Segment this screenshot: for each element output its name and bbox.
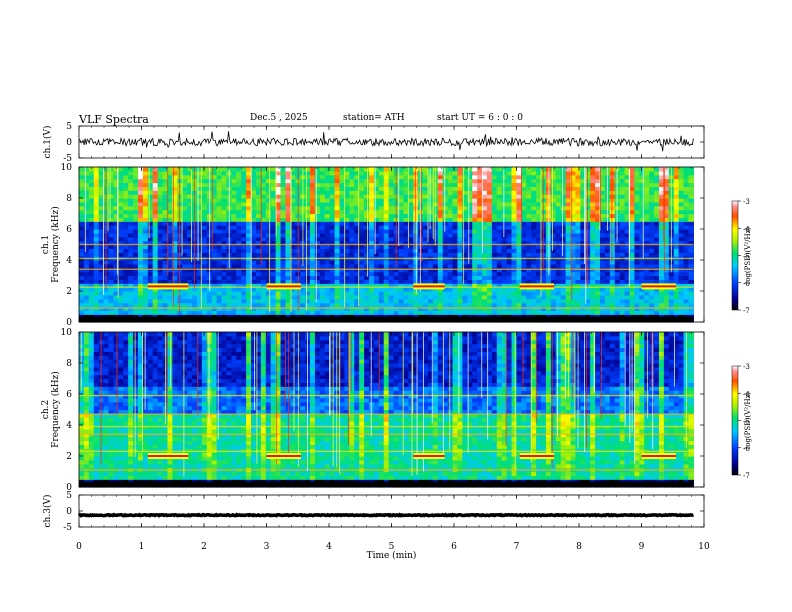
xtick-label-3: 3 xyxy=(264,542,270,552)
ch1-spectrogram-ytick-label-1: 2 xyxy=(66,287,72,297)
ch1-spectrogram-ylabel: Frequency (kHz) xyxy=(50,206,61,283)
ch1-spectrogram-burst-core-1 xyxy=(266,285,301,288)
ch2-spectrogram-tone-line-0 xyxy=(79,469,694,471)
xtick-label-5: 5 xyxy=(389,542,395,552)
ch3-waveform-ylabel: ch.3(V) xyxy=(42,495,53,528)
ch1-spectrogram-channel-label: ch.1 xyxy=(41,235,51,254)
ch1-spectrogram-colorbar-label-2: -5 xyxy=(743,253,750,261)
xtick-label-6: 6 xyxy=(451,542,457,552)
ch1-spectrogram-tone-line-3 xyxy=(79,257,694,260)
xtick-label-9: 9 xyxy=(639,542,645,552)
xtick-label-0: 0 xyxy=(76,542,82,552)
ch2-spectrogram-vertical-spikes xyxy=(80,332,687,477)
ch2-spectrogram-ytick-label-0: 0 xyxy=(66,483,72,493)
x-axis-label: Time (min) xyxy=(367,550,417,561)
ch2-spectrogram-burst-core-1 xyxy=(266,455,301,457)
date-label: Dec.5 , 2025 xyxy=(250,113,308,123)
ch2-spectrogram-ylabel: Frequency (kHz) xyxy=(50,371,61,448)
ch2-spectrogram-colorbar-label-4: -7 xyxy=(743,472,750,480)
ch1-spectrogram-tone-line-2 xyxy=(79,268,694,270)
ch2-spectrogram-channel-label: ch.2 xyxy=(41,400,51,419)
ch1-spectrogram-vertical-spikes xyxy=(84,167,672,314)
ch2-spectrogram-ytick-label-2: 4 xyxy=(66,421,72,431)
ch1-spectrogram-colorbar-label-1: -4 xyxy=(743,225,750,233)
xtick-label-7: 7 xyxy=(514,542,520,552)
ch1-spectrogram-colorbar xyxy=(731,200,739,311)
ch1-waveform-ylabel: ch.1(V) xyxy=(42,126,53,159)
ch1-spectrogram-colorbar-label-4: -7 xyxy=(743,307,750,315)
xtick-label-10: 10 xyxy=(698,542,710,552)
ch2-spectrogram-cells xyxy=(79,332,694,488)
ch1-spectrogram-ytick-label-0: 0 xyxy=(66,318,72,328)
ch3-waveform-frame xyxy=(78,494,705,528)
ch3-waveform-ytick-label-2: -5 xyxy=(63,523,72,533)
ch2-spectrogram-tone-line-3 xyxy=(79,425,694,428)
xtick-label-4: 4 xyxy=(326,542,332,552)
ch1-waveform-trace xyxy=(78,131,694,152)
ch1-spectrogram-ytick-label-5: 10 xyxy=(61,163,73,173)
ch1-spectrogram-tone-line-1 xyxy=(79,286,694,288)
ch2-spectrogram-tone-line-2 xyxy=(79,433,694,435)
ch1-spectrogram-tone-line-0 xyxy=(79,307,694,309)
ch2-spectrogram-burst-core-3 xyxy=(519,455,554,457)
ch2-spectrogram-tone-line-4 xyxy=(79,413,694,415)
ch1-spectrogram-burst-core-3 xyxy=(519,285,554,288)
ch2-spectrogram-colorbar-label-2: -5 xyxy=(743,418,750,426)
ch1-waveform-ytick-label-1: 0 xyxy=(66,138,72,148)
ch2-spectrogram-ytick-label-4: 8 xyxy=(66,359,72,369)
ch1-spectrogram-colorbar-title: log(PSD)(V²/Hz) xyxy=(744,227,752,284)
ch2-spectrogram-colorbar-title: log(PSD)(V²/Hz) xyxy=(744,392,752,449)
figure-title: VLF Spectra xyxy=(79,113,149,126)
ch1-spectrogram-ytick-label-4: 8 xyxy=(66,194,72,204)
ch2-spectrogram-ytick-label-5: 10 xyxy=(61,328,73,338)
xtick-label-1: 1 xyxy=(139,542,145,552)
ch2-spectrogram-colorbar-label-0: -3 xyxy=(743,363,750,371)
ch1-spectrogram-ytick-label-2: 4 xyxy=(66,256,72,266)
ch3-waveform-trace xyxy=(77,512,695,518)
ch2-spectrogram-burst-core-2 xyxy=(413,455,445,457)
ch2-spectrogram-ytick-label-3: 6 xyxy=(66,390,72,400)
ch1-spectrogram-colorbar-label-0: -3 xyxy=(743,198,750,206)
ch1-spectrogram-ytick-label-3: 6 xyxy=(66,225,72,235)
ch2-spectrogram-colorbar xyxy=(731,365,739,476)
xtick-label-8: 8 xyxy=(576,542,582,552)
ch2-spectrogram-colorbar-label-3: -6 xyxy=(743,445,750,453)
ch1-spectrogram-burst-core-4 xyxy=(641,285,676,288)
ch2-spectrogram-colorbar-label-1: -4 xyxy=(743,390,750,398)
ch3-waveform-ytick-label-0: 5 xyxy=(66,491,72,501)
station-label: station= ATH xyxy=(343,113,405,123)
ch1-waveform-ytick-label-0: 5 xyxy=(66,122,72,132)
ch1-waveform-ytick-label-2: -5 xyxy=(63,154,72,164)
ch2-spectrogram-tone-line-1 xyxy=(79,450,694,453)
ch2-spectrogram-baseline-band xyxy=(79,481,694,487)
ch1-spectrogram-burst-core-2 xyxy=(413,285,445,288)
ch2-spectrogram-ytick-label-1: 2 xyxy=(66,452,72,462)
ch1-spectrogram-baseline-band xyxy=(79,316,694,322)
ch3-waveform-ytick-label-1: 0 xyxy=(66,507,72,517)
ch2-spectrogram-tone-line-5 xyxy=(79,394,694,397)
ch1-spectrogram-colorbar-label-3: -6 xyxy=(743,280,750,288)
start-time-label: start UT = 6 : 0 : 0 xyxy=(437,113,523,123)
xtick-label-2: 2 xyxy=(201,542,207,552)
ch1-spectrogram-tone-line-4 xyxy=(79,243,694,246)
ch2-spectrogram-burst-core-4 xyxy=(641,455,676,457)
ch1-spectrogram-burst-core-0 xyxy=(147,285,189,288)
ch2-spectrogram-burst-core-0 xyxy=(147,455,189,457)
